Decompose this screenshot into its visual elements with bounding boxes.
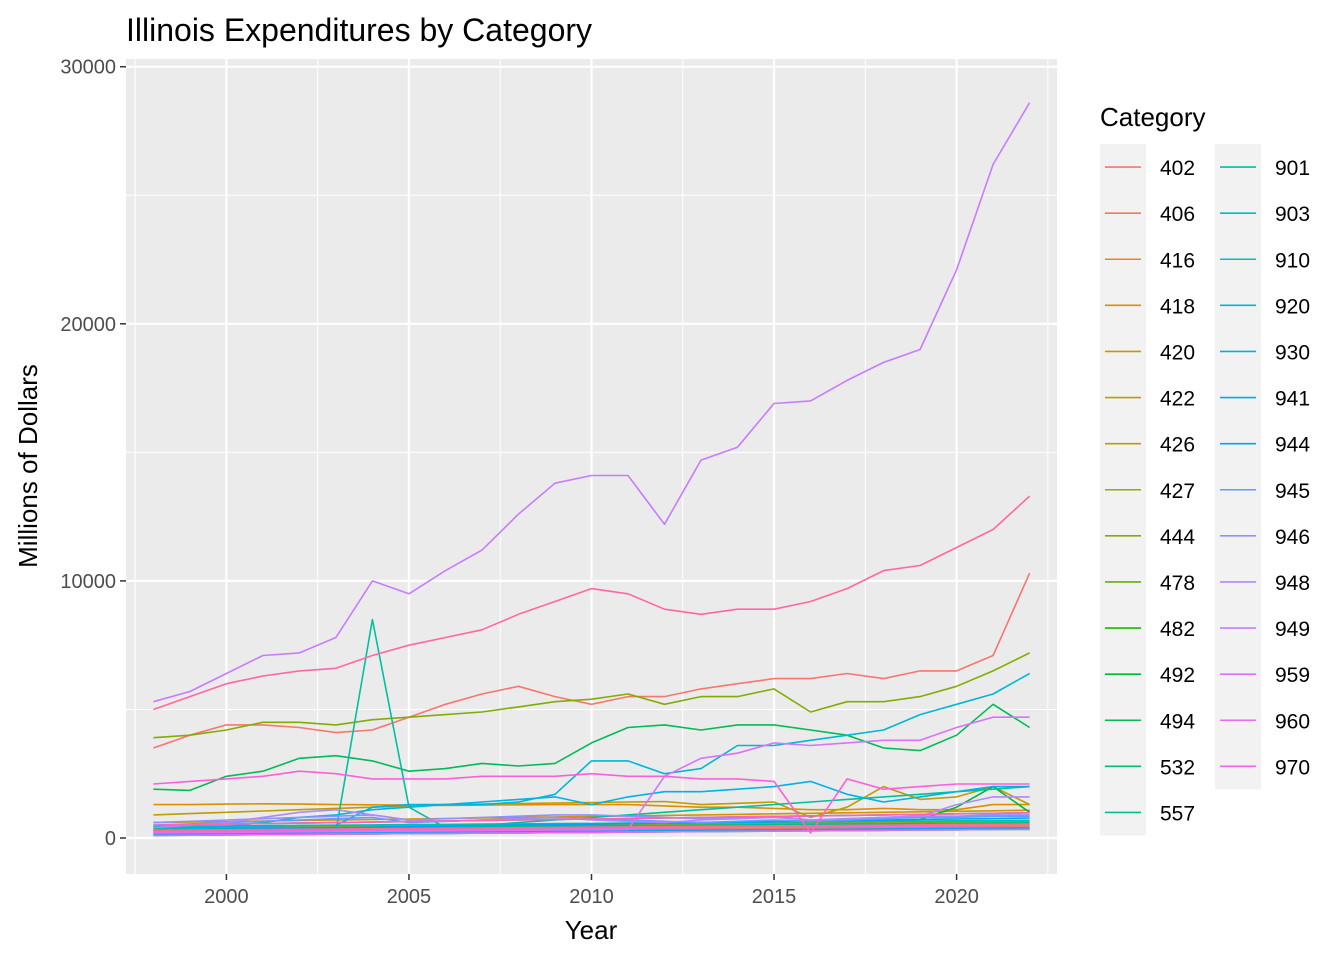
series-line-unlabeled bbox=[153, 770, 1030, 834]
series-line-944 bbox=[153, 817, 1030, 832]
legend-label-949: 949 bbox=[1275, 618, 1310, 641]
x-axis: 2000 2005 2010 2015 2020 bbox=[204, 874, 979, 908]
series-line-959 bbox=[153, 716, 1030, 834]
legend-label-960: 960 bbox=[1275, 710, 1310, 733]
series-line-unlabeled bbox=[153, 823, 1030, 832]
series-line-494 bbox=[153, 703, 1031, 792]
legend-label-420: 420 bbox=[1160, 341, 1195, 364]
legend-label-416: 416 bbox=[1160, 249, 1195, 272]
legend: 402 406 416 418 420 422 426 427 444 478 482 492 494 5… bbox=[1100, 144, 1310, 836]
y-tick-label: 20000 bbox=[60, 314, 116, 336]
legend-label-970: 970 bbox=[1275, 756, 1310, 779]
legend-label-422: 422 bbox=[1160, 388, 1195, 411]
series-layer bbox=[153, 102, 1031, 837]
grid-major bbox=[126, 59, 1057, 874]
series-line-949 bbox=[153, 102, 1031, 703]
series-line-422 bbox=[153, 785, 1030, 819]
legend-label-946: 946 bbox=[1275, 526, 1310, 549]
y-axis: 0 10000 20000 30000 bbox=[60, 57, 126, 850]
legend-label-426: 426 bbox=[1160, 434, 1195, 457]
legend-label-941: 941 bbox=[1275, 388, 1310, 411]
legend-title: Category bbox=[1100, 102, 1206, 132]
x-tick-label: 2005 bbox=[387, 886, 432, 908]
series-line-444 bbox=[153, 652, 1030, 739]
legend-label-418: 418 bbox=[1160, 295, 1195, 318]
legend-label-532: 532 bbox=[1160, 756, 1195, 779]
legend-label-557: 557 bbox=[1160, 802, 1195, 825]
legend-label-427: 427 bbox=[1160, 480, 1195, 503]
chart-title: Illinois Expenditures by Category bbox=[126, 12, 592, 48]
x-tick-label: 2010 bbox=[569, 886, 614, 908]
legend-label-901: 901 bbox=[1275, 157, 1310, 180]
legend-label-903: 903 bbox=[1275, 203, 1310, 226]
y-tick-label: 10000 bbox=[60, 571, 116, 593]
legend-label-492: 492 bbox=[1160, 664, 1195, 687]
legend-label-945: 945 bbox=[1275, 480, 1310, 503]
legend-label-478: 478 bbox=[1160, 572, 1195, 595]
y-axis-title: Millions of Dollars bbox=[13, 364, 43, 568]
legend-label-948: 948 bbox=[1275, 572, 1310, 595]
series-line-948 bbox=[153, 796, 1030, 829]
y-tick-label: 0 bbox=[105, 828, 116, 850]
grid-minor bbox=[126, 59, 1057, 874]
x-tick-label: 2020 bbox=[934, 886, 979, 908]
legend-label-930: 930 bbox=[1275, 341, 1310, 364]
legend-label-920: 920 bbox=[1275, 295, 1310, 318]
series-line-unlabeled bbox=[153, 812, 1030, 826]
legend-label-944: 944 bbox=[1275, 434, 1310, 457]
series-line-970 bbox=[153, 824, 1030, 833]
legend-label-444: 444 bbox=[1160, 526, 1195, 549]
legend-label-959: 959 bbox=[1275, 664, 1310, 687]
x-axis-title: Year bbox=[565, 915, 618, 945]
x-tick-label: 2000 bbox=[204, 886, 249, 908]
legend-key-background bbox=[1215, 144, 1261, 790]
series-line-960 bbox=[153, 828, 1030, 837]
y-tick-label: 30000 bbox=[60, 57, 116, 79]
series-line-941 bbox=[153, 827, 1030, 835]
series-line-402 bbox=[153, 572, 1031, 749]
legend-label-494: 494 bbox=[1160, 710, 1195, 733]
legend-label-402: 402 bbox=[1160, 157, 1195, 180]
legend-label-406: 406 bbox=[1160, 203, 1195, 226]
x-tick-label: 2015 bbox=[752, 886, 797, 908]
legend-label-910: 910 bbox=[1275, 249, 1310, 272]
series-line-unlabeled bbox=[153, 495, 1031, 711]
legend-label-482: 482 bbox=[1160, 618, 1195, 641]
series-line-930 bbox=[153, 780, 1030, 829]
